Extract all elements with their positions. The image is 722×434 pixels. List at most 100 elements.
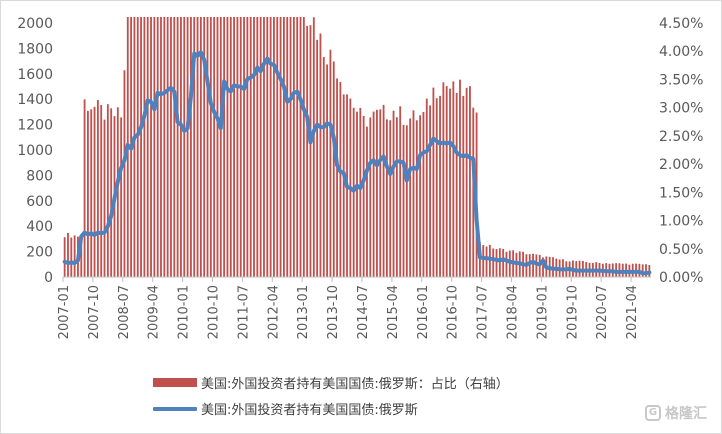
bar bbox=[319, 33, 322, 277]
bar bbox=[133, 17, 136, 277]
bar bbox=[482, 245, 485, 277]
bar bbox=[495, 249, 498, 277]
line-series bbox=[62, 50, 652, 276]
bar bbox=[462, 95, 465, 277]
x-tick-label: 2019-10 bbox=[565, 285, 580, 339]
bar bbox=[246, 17, 249, 277]
x-tick-label: 2011-07 bbox=[236, 285, 251, 339]
bar bbox=[229, 17, 232, 277]
bar bbox=[253, 17, 255, 277]
bar bbox=[339, 81, 342, 277]
legend-bar-swatch bbox=[153, 378, 197, 387]
bar bbox=[442, 82, 445, 277]
bar-series bbox=[63, 17, 651, 278]
bar bbox=[170, 17, 172, 277]
bar bbox=[123, 70, 126, 277]
x-tick-label: 2019-01 bbox=[535, 285, 550, 339]
bar bbox=[226, 17, 229, 277]
y-left-tick-label: 2000 bbox=[17, 16, 53, 32]
bar bbox=[296, 17, 299, 277]
bar bbox=[166, 17, 169, 277]
bar bbox=[379, 109, 382, 277]
bar bbox=[432, 87, 435, 277]
y-right-tick-label: 1.00% bbox=[659, 214, 703, 230]
y-left-tick-label: 1400 bbox=[17, 92, 53, 108]
x-tick-label: 2008-07 bbox=[117, 285, 132, 339]
bar bbox=[332, 61, 335, 278]
bar bbox=[70, 237, 73, 277]
bar bbox=[180, 17, 182, 277]
bar bbox=[465, 87, 468, 277]
bar bbox=[93, 106, 96, 277]
bar bbox=[266, 17, 269, 277]
bar bbox=[193, 17, 196, 277]
bar bbox=[249, 17, 252, 277]
legend-item-bar: 美国:外国投资者持有美国国债:俄罗斯：占比（右轴） bbox=[153, 373, 509, 392]
bar bbox=[505, 251, 508, 277]
bar bbox=[479, 242, 481, 277]
bar bbox=[289, 17, 292, 277]
bar bbox=[389, 120, 392, 277]
axes: 0 200 400 600 800 1000 1200 1400 1600 1800 2000 0.0… bbox=[17, 16, 703, 339]
bar bbox=[173, 17, 176, 277]
bar bbox=[452, 81, 455, 277]
bar bbox=[203, 17, 206, 277]
bar bbox=[120, 117, 123, 277]
bar bbox=[83, 99, 86, 278]
bar bbox=[223, 17, 226, 277]
watermark: G 格隆汇 bbox=[645, 403, 707, 423]
bar bbox=[641, 264, 644, 277]
bar bbox=[359, 107, 362, 277]
bar bbox=[216, 17, 219, 277]
bar bbox=[336, 78, 338, 278]
bar bbox=[283, 17, 285, 277]
x-tick-label: 2016-01 bbox=[416, 285, 431, 339]
y-right-tick-label: 2.50% bbox=[659, 129, 703, 145]
bar bbox=[342, 94, 345, 277]
bar bbox=[209, 17, 212, 277]
bar bbox=[189, 17, 192, 277]
bar bbox=[87, 110, 89, 277]
bar bbox=[542, 257, 544, 277]
bar bbox=[425, 98, 428, 277]
y-left-tick-label: 0 bbox=[44, 270, 53, 286]
bar bbox=[455, 92, 458, 277]
y-right-tick-label: 1.50% bbox=[659, 185, 703, 201]
y-left-tick-label: 1200 bbox=[17, 118, 53, 134]
bar bbox=[412, 110, 415, 277]
line-path bbox=[62, 50, 652, 276]
legend-bar-label: 美国:外国投资者持有美国国债:俄罗斯：占比（右轴） bbox=[201, 377, 509, 392]
bar bbox=[219, 17, 222, 277]
y-left-tick-label: 800 bbox=[26, 168, 53, 184]
y-left-tick-label: 1000 bbox=[17, 143, 53, 159]
y-left-tick-label: 1800 bbox=[17, 41, 53, 57]
bar bbox=[395, 117, 398, 277]
bar bbox=[233, 17, 235, 277]
bar bbox=[299, 17, 302, 277]
bar bbox=[415, 120, 418, 278]
bar bbox=[286, 17, 289, 277]
bar bbox=[259, 17, 262, 277]
bar bbox=[136, 17, 139, 277]
x-tick-label: 2010-01 bbox=[177, 285, 192, 339]
bar bbox=[449, 88, 451, 277]
y-right-tick-label: 4.00% bbox=[659, 44, 703, 60]
x-tick-label: 2016-10 bbox=[446, 285, 461, 339]
bar bbox=[488, 244, 491, 277]
bar bbox=[469, 86, 471, 277]
bar bbox=[150, 17, 152, 277]
x-tick-label: 2014-07 bbox=[356, 285, 371, 339]
bar bbox=[439, 95, 441, 277]
bar bbox=[143, 17, 146, 277]
bar bbox=[183, 17, 186, 277]
x-tick-label: 2012-04 bbox=[266, 285, 281, 339]
bar bbox=[90, 109, 93, 277]
bar bbox=[405, 125, 408, 278]
x-tick-label: 2015-04 bbox=[386, 285, 401, 339]
y-right-tick-label: 3.50% bbox=[659, 72, 703, 88]
bar bbox=[140, 17, 142, 277]
y-left-tick-label: 1600 bbox=[17, 67, 53, 83]
legend-item-line: 美国:外国投资者持有美国国债:俄罗斯 bbox=[153, 399, 418, 418]
watermark-text: 格隆汇 bbox=[665, 406, 707, 422]
bar bbox=[236, 17, 239, 277]
